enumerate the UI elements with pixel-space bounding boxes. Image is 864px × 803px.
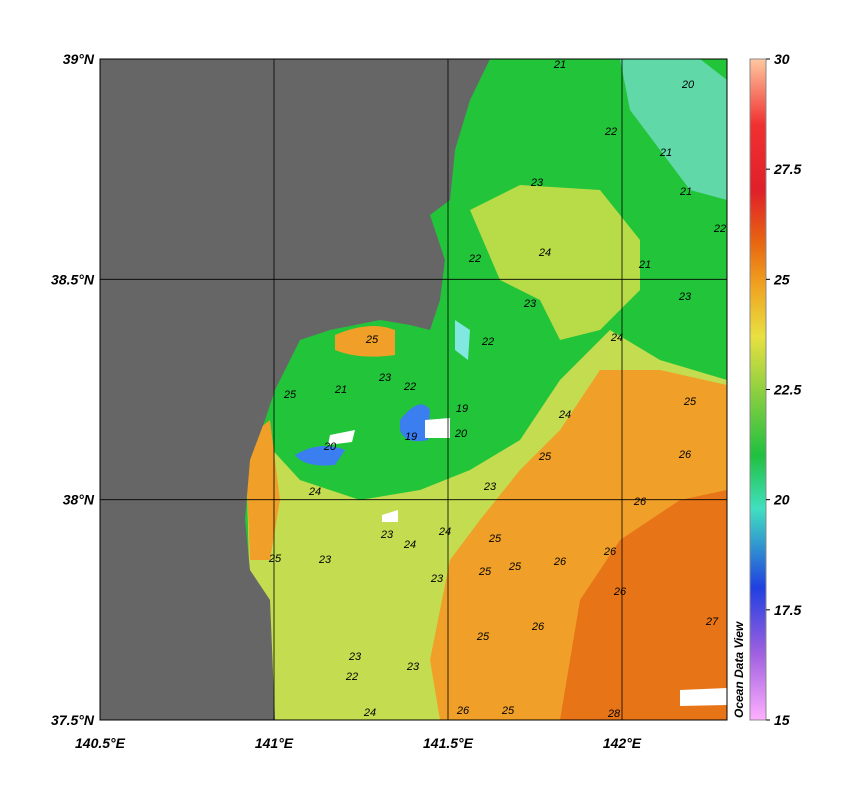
- contour-label: 24: [558, 409, 571, 421]
- contour-label: 22: [403, 381, 416, 393]
- contour-label: 19: [456, 403, 468, 415]
- contour-label: 24: [403, 539, 416, 551]
- contour-label: 24: [363, 707, 376, 719]
- contour-label: 22: [604, 126, 617, 138]
- contour-label: 25: [538, 451, 552, 463]
- colorbar-label: 27.5: [773, 161, 801, 177]
- contour-label: 20: [454, 428, 468, 440]
- contour-label: 25: [501, 705, 515, 717]
- contour-label: 21: [553, 59, 566, 71]
- contour-label: 23: [530, 177, 544, 189]
- cold-spot: [295, 446, 345, 466]
- contour-label: 23: [378, 372, 392, 384]
- contour-label: 26: [678, 449, 692, 461]
- contour-label: 21: [638, 259, 651, 271]
- contour-label: 20: [323, 441, 337, 453]
- contour-label: 27: [705, 616, 719, 628]
- contour-label: 25: [508, 561, 522, 573]
- contour-label: 23: [678, 291, 692, 303]
- contour-label: 23: [380, 529, 394, 541]
- contour-label: 25: [365, 334, 379, 346]
- contour-label: 22: [345, 671, 358, 683]
- contour-label: 28: [607, 708, 621, 720]
- y-tick-label: 37.5°N: [51, 712, 95, 728]
- y-tick-label: 38°N: [63, 492, 95, 508]
- contour-label: 23: [430, 573, 444, 585]
- x-tick-label: 141.5°E: [423, 735, 474, 751]
- contour-label: 22: [468, 253, 481, 265]
- colorbar-label: 25: [773, 271, 790, 287]
- land: [100, 59, 490, 720]
- contour-label: 26: [531, 621, 545, 633]
- cold-spot: [400, 404, 430, 442]
- contour-label: 23: [523, 298, 537, 310]
- y-tick-label: 38.5°N: [51, 271, 95, 287]
- contour-label: 23: [483, 481, 497, 493]
- colorbar: [749, 58, 767, 721]
- contour-label: 25: [476, 631, 490, 643]
- warm-eddy: [335, 326, 395, 357]
- cool-spot: [455, 320, 470, 360]
- contour-label: 26: [603, 546, 617, 558]
- contour-label: 21: [679, 186, 692, 198]
- contour-label: 20: [681, 79, 695, 91]
- contour-label: 23: [348, 651, 362, 663]
- x-tick-label: 140.5°E: [75, 735, 126, 751]
- x-tick-label: 141°E: [255, 735, 294, 751]
- contour-label: 24: [308, 486, 321, 498]
- warm-patch: [470, 185, 640, 340]
- contour-label: 26: [633, 496, 647, 508]
- coastal-warm: [245, 420, 280, 560]
- contour-label: 24: [610, 332, 623, 344]
- contour-label: 23: [406, 661, 420, 673]
- contour-label: 22: [713, 223, 726, 235]
- contour-label: 23: [318, 554, 332, 566]
- colorbar-label: 20: [773, 492, 790, 508]
- colorbar-label: 17.5: [774, 602, 801, 618]
- contour-label: 25: [488, 533, 502, 545]
- contour-label: 21: [659, 147, 672, 159]
- contour-label: 25: [478, 566, 492, 578]
- hot-area: [560, 490, 727, 720]
- credit: Ocean Data View: [732, 621, 746, 718]
- contour-label: 21: [334, 384, 347, 396]
- colorbar-label: 30: [774, 51, 790, 67]
- cool-patch: [620, 59, 727, 200]
- colorbar-label: 15: [774, 712, 790, 728]
- y-tick-label: 39°N: [63, 51, 95, 67]
- contour-label: 22: [481, 336, 494, 348]
- colorbar-label: 22.5: [773, 382, 801, 398]
- contour-label: 26: [456, 705, 470, 717]
- contour-label: 25: [268, 553, 282, 565]
- contour-label: 24: [538, 247, 551, 259]
- contour-label: 19: [405, 431, 417, 443]
- contour-label: 26: [553, 556, 567, 568]
- contour-label: 25: [683, 396, 697, 408]
- contour-label: 24: [438, 526, 451, 538]
- field: [100, 59, 727, 720]
- x-tick-label: 142°E: [603, 735, 642, 751]
- contour-label: 26: [613, 586, 627, 598]
- contour-label: 25: [283, 389, 297, 401]
